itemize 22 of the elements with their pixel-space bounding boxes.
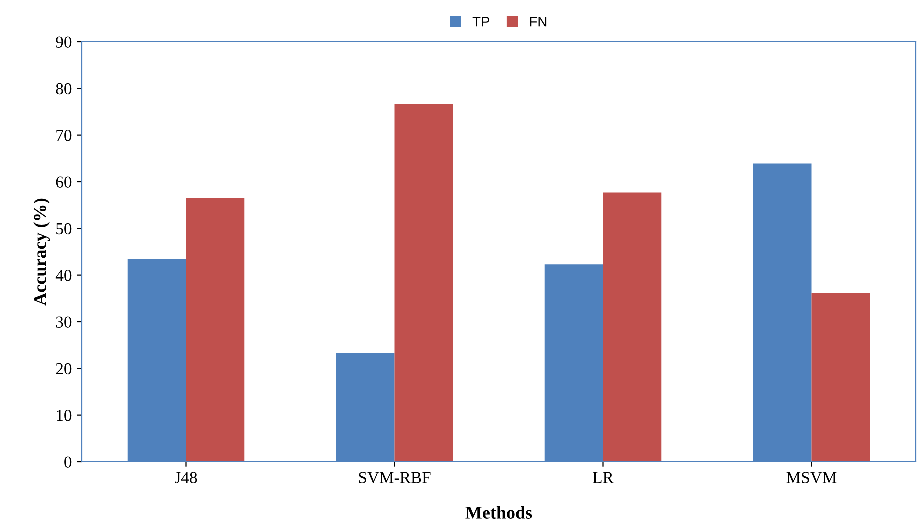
y-tick-label: 10 xyxy=(57,410,72,422)
legend-label: TP xyxy=(472,17,490,27)
x-tick-label: MSVM xyxy=(786,472,837,484)
bar xyxy=(394,104,454,462)
y-tick-label: 80 xyxy=(56,83,72,95)
bar xyxy=(186,198,245,462)
y-tick-label: 20 xyxy=(56,363,72,375)
y-tick-label: 90 xyxy=(56,36,72,48)
x-tick-label: LR xyxy=(593,472,614,484)
y-tick-label: 0 xyxy=(64,456,72,468)
legend-label: FN xyxy=(530,17,547,27)
y-tick-label: 70 xyxy=(56,130,72,142)
x-axis-title: Methods xyxy=(466,506,532,519)
x-tick-label: SVM-RBF xyxy=(359,472,431,484)
y-tick-label: 40 xyxy=(56,270,72,282)
x-tick-label: J48 xyxy=(175,472,198,484)
y-axis-title: Accuracy (%) xyxy=(34,198,50,306)
bar xyxy=(812,294,870,462)
y-tick-label: 60 xyxy=(56,176,72,188)
y-tick-label: 50 xyxy=(56,223,72,235)
y-tick-label: 30 xyxy=(56,316,72,328)
bar xyxy=(603,192,662,462)
